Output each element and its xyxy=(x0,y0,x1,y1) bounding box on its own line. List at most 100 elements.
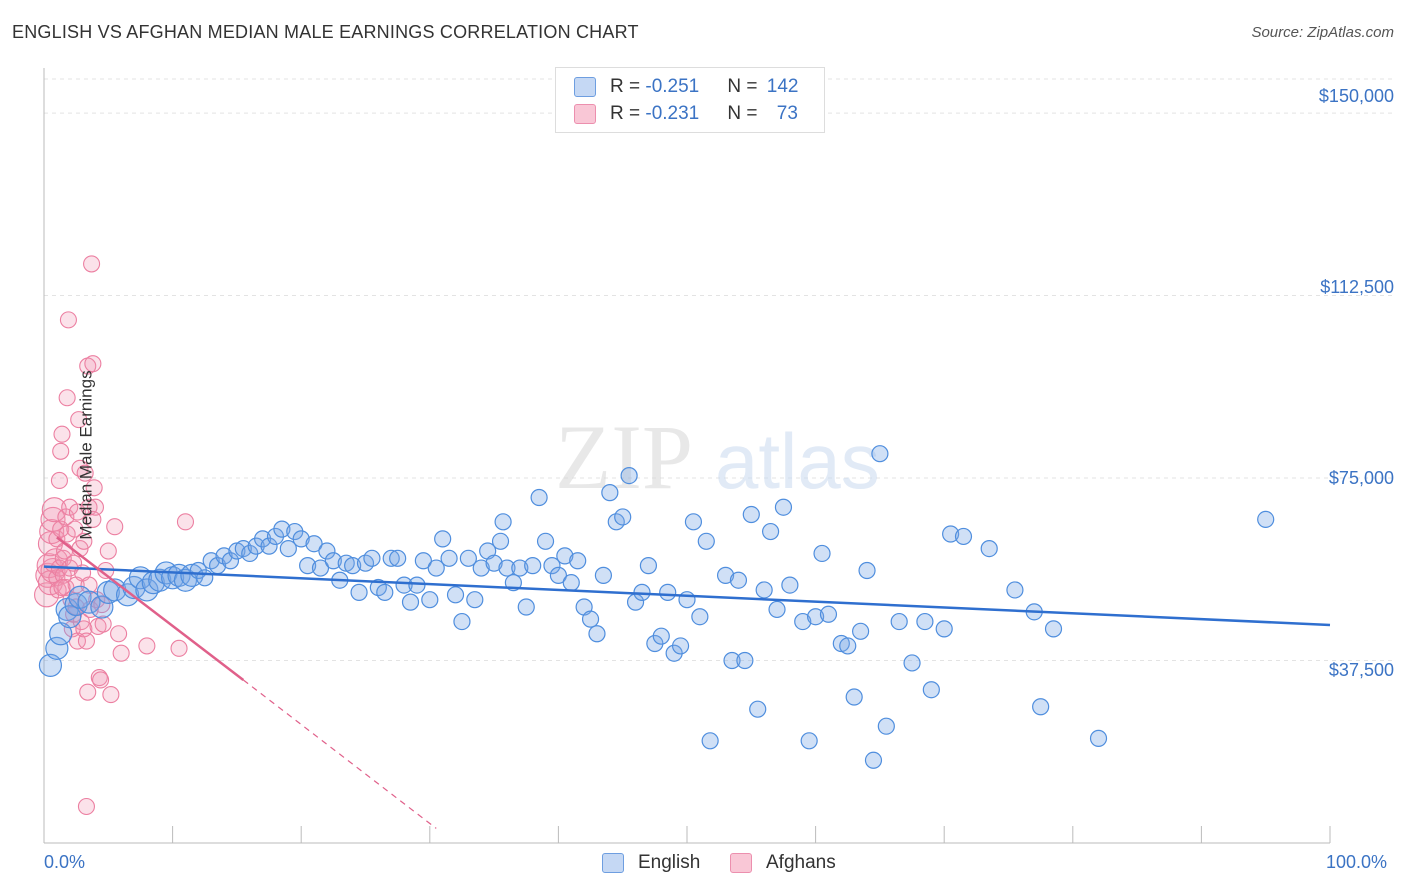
english-point xyxy=(115,583,140,607)
afghans-point xyxy=(50,471,68,490)
english-point xyxy=(221,552,240,570)
afghans-point xyxy=(79,683,97,701)
english-point xyxy=(511,559,529,577)
afghans-point xyxy=(102,686,120,704)
afghans-point xyxy=(106,518,124,536)
english-point xyxy=(279,539,297,558)
afghans-point xyxy=(76,464,94,482)
english-point xyxy=(935,620,953,638)
english-point xyxy=(440,549,458,567)
english-point xyxy=(871,445,889,463)
english-point xyxy=(877,717,895,735)
english-point xyxy=(58,605,82,629)
english-point xyxy=(498,559,516,577)
afghans-point xyxy=(70,411,88,429)
english-point xyxy=(135,578,159,602)
english-point xyxy=(588,625,606,643)
english-point xyxy=(292,530,310,548)
english-point xyxy=(395,576,413,594)
afghans-trendline-extension xyxy=(242,679,437,829)
english-point xyxy=(491,532,510,550)
english-point xyxy=(494,513,512,531)
english-point xyxy=(742,505,760,524)
english-point xyxy=(614,508,632,526)
english-point xyxy=(729,571,748,589)
english-point xyxy=(472,559,490,577)
afghans-point xyxy=(112,644,130,662)
trendlines xyxy=(43,536,1331,829)
watermark-atlas: atlas xyxy=(715,417,880,505)
afghans-point xyxy=(59,311,77,329)
english-point xyxy=(459,549,477,567)
english-point xyxy=(344,557,362,575)
english-point xyxy=(639,557,658,575)
english-point xyxy=(671,637,690,655)
y-tick-label: $75,000 xyxy=(1328,468,1394,488)
english-point xyxy=(434,530,452,548)
english-point xyxy=(594,566,613,584)
english-point xyxy=(800,732,818,750)
english-point xyxy=(858,561,876,580)
n-value: 73 xyxy=(776,103,798,124)
afghans-point xyxy=(170,639,188,657)
legend-item-english[interactable]: English xyxy=(602,852,700,874)
x-tick-label: 100.0% xyxy=(1326,852,1388,872)
english-point xyxy=(311,559,330,577)
watermark-zip: ZIP xyxy=(555,406,693,508)
english-point xyxy=(813,544,831,563)
english-point xyxy=(408,576,426,594)
afghans-point xyxy=(99,542,117,560)
english-point xyxy=(620,466,638,485)
afghans-point xyxy=(85,479,103,497)
legend-row-afghans: R = -0.231 N = 73 xyxy=(574,101,798,127)
english-point xyxy=(466,591,484,609)
english-swatch xyxy=(574,77,596,97)
english-point xyxy=(382,549,400,567)
axes xyxy=(43,68,1331,844)
english-point xyxy=(684,513,703,531)
english-point xyxy=(569,552,587,570)
english-point xyxy=(903,654,921,672)
english-point xyxy=(1089,729,1108,747)
source-credit: Source: ZipAtlas.com xyxy=(1251,24,1394,41)
english-point xyxy=(659,583,677,601)
english-point xyxy=(716,566,735,584)
legend-row-english: R = -0.251 N = 142 xyxy=(574,74,798,100)
english-point xyxy=(761,522,780,541)
english-point xyxy=(916,612,934,631)
english-point xyxy=(543,557,561,575)
english-point xyxy=(980,539,998,558)
english-point xyxy=(794,612,812,631)
english-point xyxy=(601,484,619,502)
english-point xyxy=(318,542,336,560)
afghans-point xyxy=(83,255,101,273)
english-point xyxy=(427,559,445,577)
english-point xyxy=(755,581,773,599)
english-point xyxy=(556,547,574,565)
x-tick-label: 0.0% xyxy=(44,852,86,872)
english-point xyxy=(376,583,394,601)
english-point xyxy=(845,688,863,706)
afghans-point xyxy=(71,459,89,477)
english-point xyxy=(273,520,291,538)
afghans-point xyxy=(53,425,71,443)
english-point xyxy=(1032,698,1050,716)
afghans-point xyxy=(110,625,128,643)
afghans-point xyxy=(86,498,104,516)
watermark: ZIP atlas xyxy=(555,406,880,508)
english-point xyxy=(852,622,870,640)
english-point xyxy=(530,488,548,507)
english-point xyxy=(260,537,278,555)
y-axis-label: Median Male Earnings xyxy=(76,370,96,540)
afghans-point xyxy=(53,578,71,597)
n-value: 142 xyxy=(766,76,799,97)
afghans-swatch xyxy=(574,104,596,124)
english-point xyxy=(363,549,381,567)
legend-item-afghans[interactable]: Afghans xyxy=(730,852,836,874)
english-point xyxy=(942,525,960,543)
english-point xyxy=(45,636,69,660)
english-point xyxy=(581,610,600,628)
english-point xyxy=(485,554,503,572)
english-point xyxy=(299,557,317,575)
